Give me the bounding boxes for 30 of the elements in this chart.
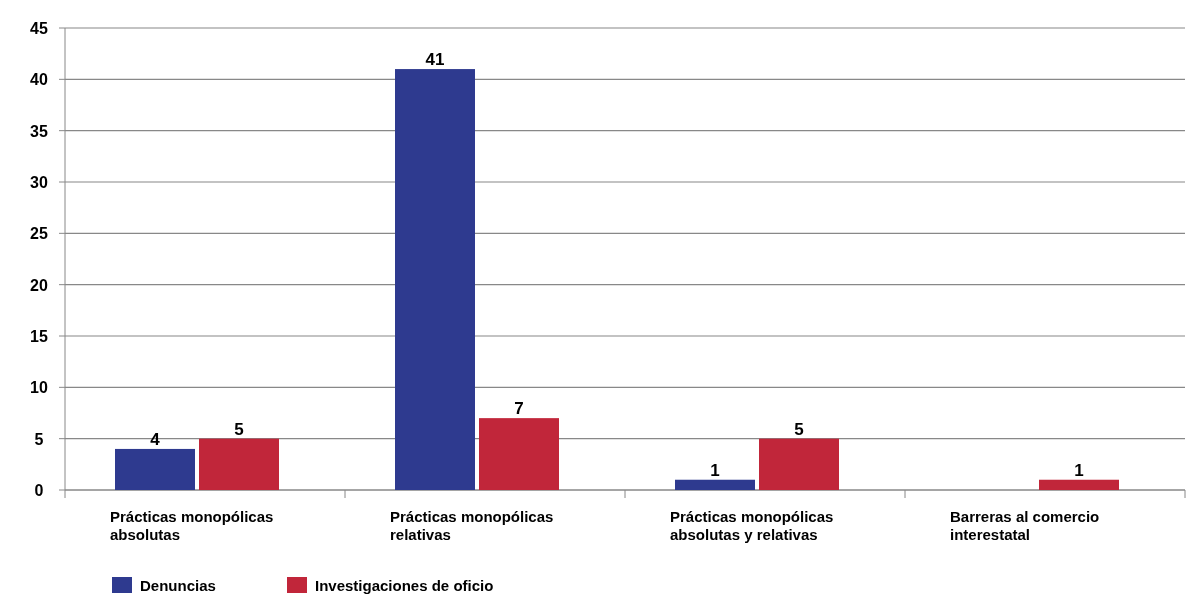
y-tick-label: 35 <box>30 122 48 140</box>
bar <box>115 448 195 490</box>
bar <box>759 438 839 490</box>
x-tick-label: Prácticas monopólicas relativas <box>390 508 554 543</box>
data-label: 5 <box>794 419 804 439</box>
data-label: 5 <box>234 419 244 439</box>
y-tick-label: 45 <box>30 20 48 37</box>
y-tick-label: 5 <box>34 430 44 448</box>
bar <box>675 479 755 490</box>
y-tick-label: 30 <box>30 174 48 191</box>
bar <box>395 69 475 490</box>
data-label: 1 <box>710 460 720 480</box>
y-tick-label: 10 <box>30 379 48 397</box>
bar <box>479 418 559 490</box>
y-tick-label: 15 <box>30 328 48 345</box>
data-label: 41 <box>425 50 445 70</box>
y-tick-label: 25 <box>30 225 48 243</box>
legend-label: Investigaciones de oficio <box>315 577 494 594</box>
x-tick-label: Prácticas monopólicas absolutas <box>110 508 274 543</box>
bar <box>199 438 279 490</box>
y-tick-label: 40 <box>30 71 48 89</box>
bar <box>1039 479 1119 490</box>
legend-label: Denuncias <box>140 577 216 594</box>
data-label: 1 <box>1074 460 1084 480</box>
y-tick-label: 0 <box>34 482 44 499</box>
x-tick-label: Barreras al comercio interestatal <box>950 508 1100 543</box>
data-label: 7 <box>514 399 524 419</box>
x-tick-label: Prácticas monopólicas absolutas y relativas <box>670 508 834 543</box>
data-label: 4 <box>150 429 161 449</box>
y-tick-label: 20 <box>30 276 48 294</box>
